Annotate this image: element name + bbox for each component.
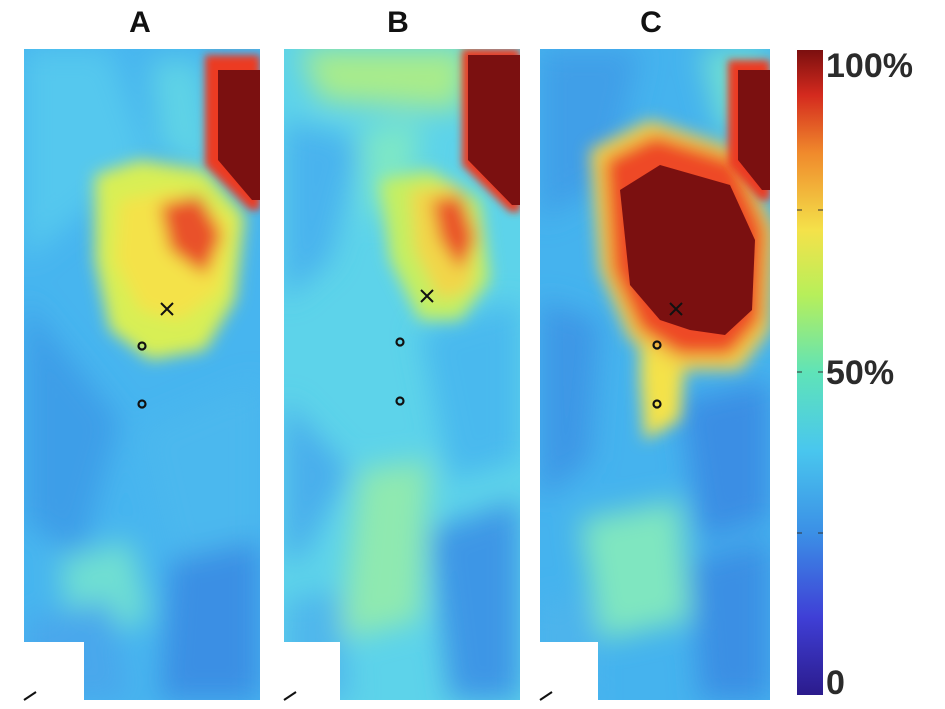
colorbar-label-min: 0 (826, 664, 845, 702)
panel-b-hotspot (380, 170, 490, 320)
colorbar-label-mid: 50% (826, 354, 894, 392)
colorbar-label-max: 100% (826, 47, 913, 85)
panel-c-texture (540, 49, 770, 700)
panel-b-target-x-marker (420, 289, 434, 303)
panel-a-target-x-marker (160, 302, 174, 316)
panel-c-center-core (620, 165, 755, 335)
panel-b-texture (284, 49, 520, 700)
panel-a-texture (24, 49, 260, 700)
panel-c-corner-tick (539, 691, 553, 701)
markers (137, 289, 683, 409)
heatmap-panel-c (540, 49, 770, 700)
panel-label-a: A (129, 6, 151, 39)
panel-b-corner-tick (283, 691, 297, 701)
panel-label-c: C (640, 6, 662, 39)
colorbar-ticks (797, 209, 823, 534)
panel-label-b: B (387, 6, 409, 39)
panel-a-electrode-1-o-marker (137, 341, 147, 351)
panel-a-corner-tick (23, 691, 37, 701)
panel-c-target-x-marker (669, 302, 683, 316)
panel-c-electrode-2-o-marker (652, 399, 662, 409)
heatmap-panel-a (24, 49, 260, 700)
panel-a-electrode-2-o-marker (137, 399, 147, 409)
panel-c-electrode-1-o-marker (652, 340, 662, 350)
heatmap-panel-b (284, 49, 520, 700)
panel-a-hotspot (95, 160, 245, 360)
panel-b-electrode-2-o-marker (395, 396, 405, 406)
panel-b-electrode-1-o-marker (395, 337, 405, 347)
